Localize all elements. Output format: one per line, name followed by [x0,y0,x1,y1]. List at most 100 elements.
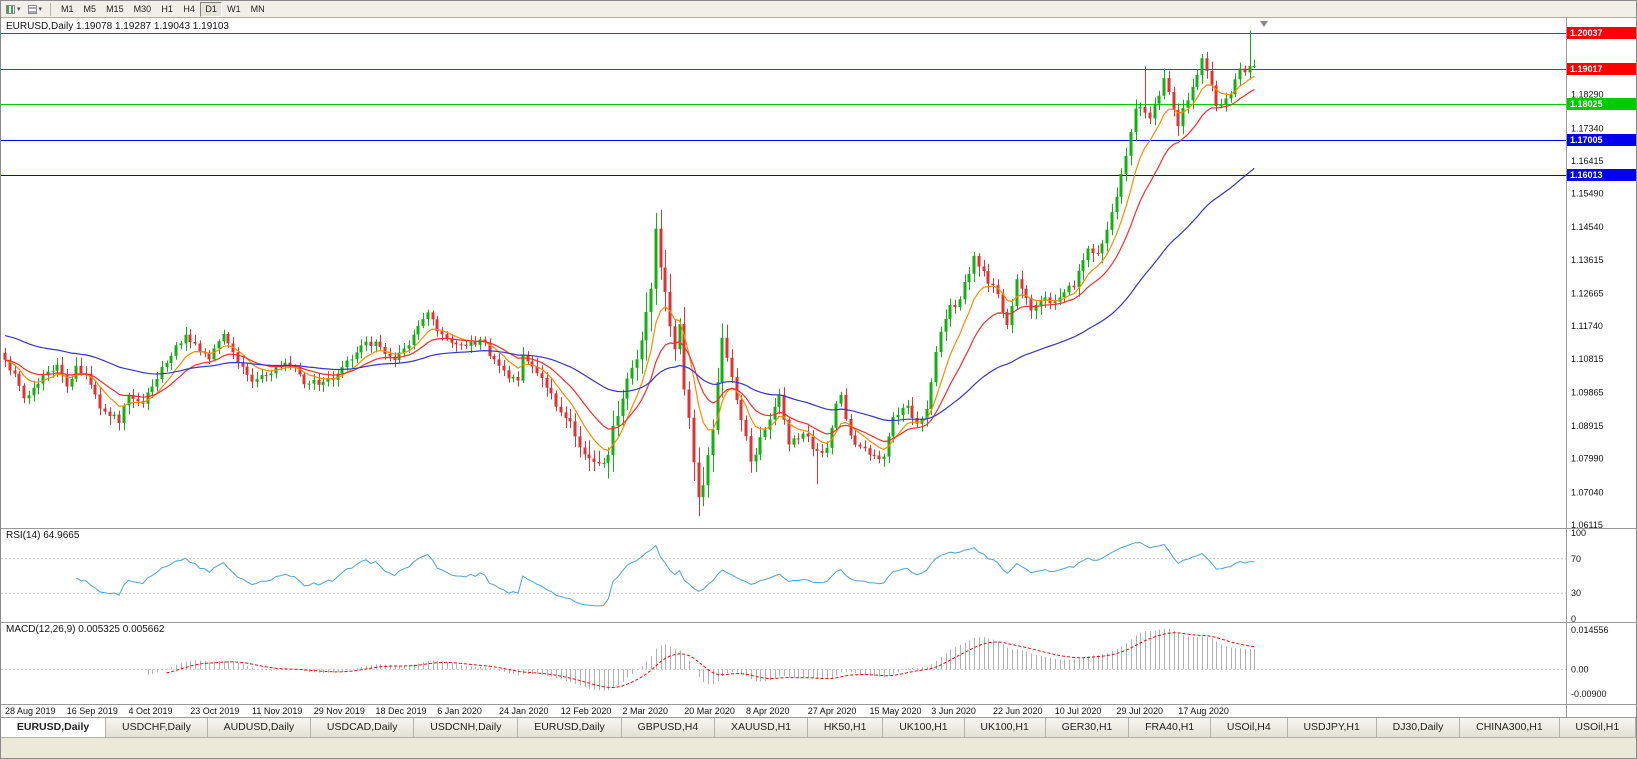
candle-body [559,406,563,413]
candle-body [625,378,629,399]
chart-tab-14[interactable]: USDJPY,H1 [1287,718,1377,737]
chart-tab-13[interactable]: USOil,H4 [1211,718,1288,737]
candle-body [260,375,264,380]
timeframe-buttons: M1 M5 M15 M30 H1 H4 D1 W1 MN [56,1,270,17]
timeframe-button-mn[interactable]: MN [250,3,265,14]
candle-body [858,444,862,447]
candle-body [345,360,349,368]
candle-body [711,430,715,456]
chart-tab-10[interactable]: UK100,H1 [964,718,1046,737]
candle-body [22,385,26,399]
rsi-axis-label: 70 [1571,554,1581,564]
candle-body [312,379,316,384]
candle-body [545,378,549,388]
date-axis-label: 18 Dec 2019 [376,706,427,716]
candle-body [1072,285,1076,288]
candle-body [1195,75,1199,87]
candle-body [754,454,758,462]
candle-body [255,379,259,382]
candle-body [796,438,800,440]
chart-tab-5[interactable]: EURUSD,Daily [518,718,622,737]
date-axis-label: 3 Jun 2020 [931,706,976,716]
candle-body [621,398,625,416]
candle-body [359,345,363,353]
timeframe-button-h1[interactable]: H1 [161,3,173,14]
candle-body [640,340,644,360]
timeframe-button-w1[interactable]: W1 [227,3,241,14]
candle-body [616,416,620,426]
macd-indicator-label: MACD(12,26,9) 0.005325 0.005662 [6,624,165,635]
chart-tab-2[interactable]: AUDUSD,Daily [207,718,312,737]
period-menu-icon[interactable]: ▾ [25,2,46,17]
chart-tab-16[interactable]: CHINA300,H1 [1460,718,1560,737]
horizontal-price-lines[interactable] [1,33,1566,176]
candle-body [939,331,943,352]
candle-body [1034,305,1038,311]
candle-body [369,341,373,347]
candle-body [51,370,55,372]
date-axis-label: 4 Oct 2019 [129,706,173,716]
chart-shift-marker[interactable] [1260,21,1268,27]
chart-tab-8[interactable]: HK50,H1 [807,718,884,737]
candle-body [801,433,805,439]
candle-body [193,342,197,344]
timeframe-button-m30[interactable]: M30 [133,3,152,14]
candle-body [150,386,154,393]
rsi-line [76,542,1255,607]
candle-body [1096,253,1100,255]
chart-tab-17[interactable]: USOil,H1 [1559,718,1636,737]
candle-body [127,394,131,406]
price-axis-label: 1.17340 [1571,123,1604,133]
chart-tab-6[interactable]: GBPUSD,H4 [621,718,716,737]
chart-tab-7[interactable]: XAUUSD,H1 [715,718,808,737]
candle-body [36,383,40,388]
chart-tab-3[interactable]: USDCAD,Daily [311,718,415,737]
timeframe-button-m5[interactable]: M5 [83,3,97,14]
timeframe-button-m1[interactable]: M1 [61,3,74,14]
chart-tab-9[interactable]: UK100,H1 [883,718,965,737]
candle-body [412,334,416,346]
candle-body [649,288,653,312]
timeframe-button-h4[interactable]: H4 [183,3,195,14]
toolbar-separator [50,2,52,16]
candle-body [758,437,762,455]
candle-body [1233,79,1237,95]
timeframe-button-d1[interactable]: D1 [200,1,223,17]
price-axis-label: 1.14540 [1571,222,1604,232]
candle-body [1086,248,1090,260]
candle-body [1243,68,1247,73]
candle-body [174,345,178,356]
candle-body [198,343,202,353]
chart-tab-4[interactable]: USDCNH,Daily [414,718,519,737]
date-axis-label: 2 Mar 2020 [623,706,669,716]
chart-tab-15[interactable]: DJ30,Daily [1376,718,1461,737]
timeframe-button-m15[interactable]: M15 [106,3,124,14]
candle-body [1115,196,1119,213]
candle-body [492,356,496,360]
candle-body [421,319,425,326]
candle-body [663,267,667,292]
candle-body [1181,107,1185,127]
candle-body [1129,131,1133,156]
candle-body [407,345,411,349]
chart-menu-icon[interactable]: ▾ [3,2,24,17]
candle-body [1214,85,1218,106]
candle-body [203,352,207,354]
date-axis-label: 27 Apr 2020 [808,706,857,716]
candle-body [830,427,834,448]
chart-tab-12[interactable]: FRA40,H1 [1129,718,1212,737]
candle-body [478,339,482,345]
chart-tab-11[interactable]: GER30,H1 [1045,718,1130,737]
chart-tab-0[interactable]: EURUSD,Daily [1,718,107,737]
date-axis-label: 20 Mar 2020 [684,706,735,716]
candle-body [877,455,881,460]
candle-body [350,359,354,361]
candle-body [583,447,587,455]
chart-icon [6,4,15,14]
date-axis-label: 23 Oct 2019 [190,706,239,716]
candle-body [1110,212,1114,230]
chart-tab-1[interactable]: USDCHF,Daily [106,718,208,737]
candle-body [891,417,895,437]
candle-body [1200,58,1204,75]
